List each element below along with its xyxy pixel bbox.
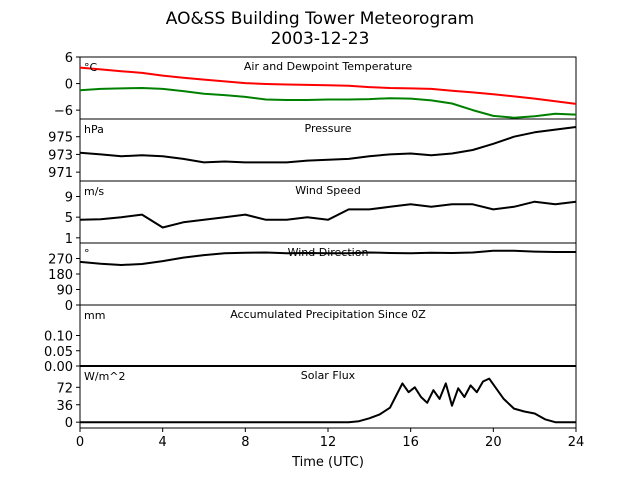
y-tick-label: 0.00	[44, 360, 73, 375]
x-tick-label: 20	[485, 435, 502, 450]
y-tick-label: 72	[56, 381, 73, 396]
panel-pressure: 975 973 971 hPa Pressure	[48, 118, 577, 182]
y-tick-label: −6	[54, 104, 73, 119]
chart-title-line-1: AO&SS Building Tower Meteorogram	[166, 9, 474, 29]
y-tick-label: 0	[65, 416, 73, 431]
panel-title: Wind Direction	[288, 246, 369, 259]
x-tick-label: 0	[76, 435, 84, 450]
panel-title: Air and Dewpoint Temperature	[244, 60, 412, 73]
unit-label: m/s	[84, 185, 104, 198]
panels-group: 6 0 −6 °C Air and Dewpoint Temperature 975 973…	[44, 51, 577, 431]
x-axis: 0 4 8 12 16 20 24	[76, 428, 584, 450]
unit-label: °C	[84, 61, 98, 74]
panel-wind_speed: 9 5 1 m/s Wind Speed	[65, 180, 577, 247]
x-tick-label: 12	[320, 435, 337, 450]
panel-title: Accumulated Precipitation Since 0Z	[230, 308, 426, 321]
y-tick-label: 270	[48, 253, 73, 268]
y-tick-label: 6	[65, 51, 73, 66]
y-tick-label: 0	[65, 299, 73, 314]
y-tick-label: 0	[65, 78, 73, 93]
y-tick-label: 973	[48, 148, 73, 163]
y-tick-label: 971	[48, 166, 73, 181]
y-tick-label: 5	[65, 211, 73, 226]
y-tick-label: 90	[56, 284, 73, 299]
y-tick-label: 36	[56, 399, 73, 414]
series-line-solar-flux	[80, 377, 576, 424]
panel-precipitation: 0.100.050.00 mm Accumulated Precipitation …	[44, 304, 577, 375]
x-tick-label: 16	[402, 435, 419, 450]
series-line-pressure	[79, 126, 577, 164]
panel-solar_flux: 72 36 0 W/m^2 Solar Flux	[56, 365, 577, 431]
series-line-wind-direction	[79, 249, 576, 266]
panel-title: Wind Speed	[295, 184, 361, 197]
unit-label: °	[84, 247, 90, 260]
series-line-wind-speed	[79, 200, 577, 229]
panel-title: Solar Flux	[301, 369, 356, 382]
panel-title: Pressure	[305, 122, 352, 135]
y-tick-label: 975	[48, 131, 73, 146]
panel-temperature: 6 0 −6 °C Air and Dewpoint Temperature	[54, 51, 577, 120]
y-tick-label: 180	[48, 268, 73, 283]
chart-title-line-2: 2003-12-23	[271, 29, 370, 49]
x-tick-label: 8	[241, 435, 249, 450]
x-tick-label: 24	[568, 435, 585, 450]
y-tick-label: 0.10	[44, 330, 73, 345]
y-tick-label: 9	[65, 191, 73, 206]
x-axis-label: Time (UTC)	[291, 455, 364, 470]
x-tick-label: 4	[159, 435, 167, 450]
unit-label: W/m^2	[84, 370, 126, 383]
y-tick-label: 0.05	[44, 345, 73, 360]
series-line-dewpoint	[79, 87, 577, 119]
y-tick-label: 1	[65, 232, 73, 247]
unit-label: mm	[84, 309, 105, 322]
series-line-air-temperature	[79, 66, 577, 105]
unit-label: hPa	[84, 123, 104, 136]
